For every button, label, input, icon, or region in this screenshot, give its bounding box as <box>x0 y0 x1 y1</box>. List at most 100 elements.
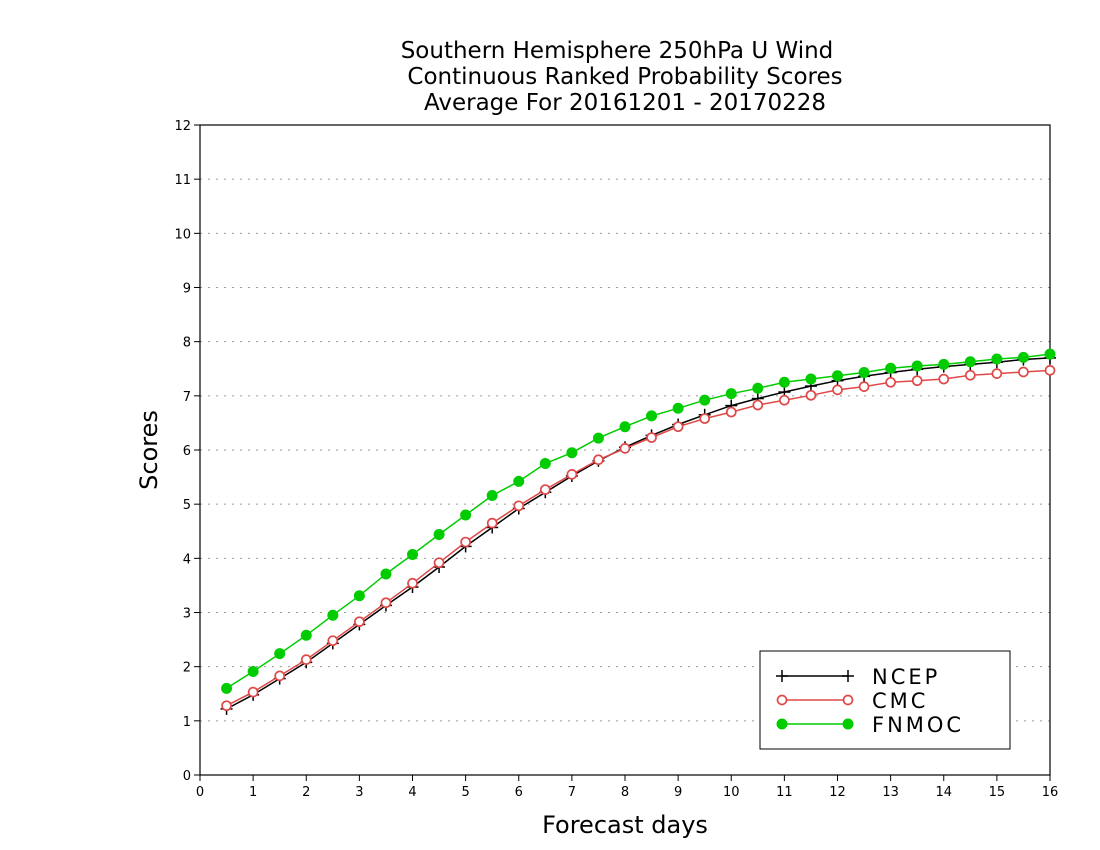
data-point <box>991 368 1003 379</box>
data-point <box>566 447 578 459</box>
data-point <box>513 475 525 487</box>
legend-item: CMC <box>776 689 928 713</box>
series-fnmoc <box>221 348 1056 694</box>
y-tick-label: 4 <box>183 552 191 567</box>
data-point <box>353 590 365 602</box>
data-point <box>592 432 604 444</box>
data-point <box>1017 351 1029 363</box>
data-point <box>778 376 790 388</box>
series-layer <box>220 348 1056 715</box>
data-point <box>938 373 950 385</box>
data-point <box>274 670 286 682</box>
x-tick-label: 1 <box>249 785 257 800</box>
data-point <box>566 469 578 480</box>
y-tick-label: 8 <box>183 336 191 351</box>
data-point <box>858 381 870 392</box>
data-point <box>776 670 788 682</box>
data-point <box>646 410 658 422</box>
x-tick-label: 12 <box>829 785 846 800</box>
data-point <box>842 718 854 730</box>
title-line-3: Average For 20161201 - 20170228 <box>424 90 826 116</box>
data-point <box>858 367 870 379</box>
data-point <box>327 635 339 647</box>
legend-label: NCEP <box>872 665 940 689</box>
x-tick-label: 9 <box>674 785 682 800</box>
data-point <box>593 454 604 466</box>
data-point <box>964 369 976 381</box>
data-point <box>805 373 817 385</box>
x-tick-label: 8 <box>621 785 629 800</box>
data-point <box>832 370 843 382</box>
legend-label: CMC <box>872 689 928 713</box>
series-line <box>226 353 1051 689</box>
data-point <box>991 353 1003 365</box>
data-point <box>1044 365 1056 376</box>
data-point <box>539 484 551 495</box>
y-tick-label: 5 <box>183 498 191 513</box>
data-point <box>911 360 923 372</box>
data-point <box>699 394 711 406</box>
data-point <box>672 421 684 433</box>
y-tick-label: 6 <box>183 444 191 459</box>
x-tick-label: 15 <box>989 785 1006 800</box>
legend-item: NCEP <box>776 665 940 689</box>
y-tick-label: 2 <box>183 661 191 676</box>
data-point <box>539 458 551 470</box>
data-point <box>1044 348 1056 360</box>
data-point <box>221 682 233 694</box>
data-point <box>776 718 788 730</box>
data-point <box>486 517 498 529</box>
data-point <box>513 500 525 512</box>
data-point <box>1018 366 1029 378</box>
data-point <box>725 406 737 418</box>
data-point <box>247 666 259 678</box>
y-tick-label: 10 <box>174 227 191 242</box>
data-point <box>842 670 854 682</box>
data-point <box>779 394 790 406</box>
data-point <box>327 609 339 621</box>
data-point <box>433 529 445 540</box>
y-tick-label: 3 <box>183 607 191 622</box>
x-tick-label: 14 <box>935 785 952 800</box>
data-point <box>885 376 896 388</box>
title-line-2: Continuous Ranked Probability Scores <box>407 64 842 90</box>
legend-item: FNMOC <box>776 713 961 737</box>
chart-title: Southern Hemisphere 250hPa U Wind Contin… <box>401 38 843 116</box>
data-point <box>885 362 897 374</box>
x-tick-label: 11 <box>776 785 793 800</box>
x-tick-label: 0 <box>196 785 204 800</box>
data-point <box>752 399 764 411</box>
data-point <box>646 432 657 443</box>
x-tick-label: 13 <box>882 785 899 800</box>
y-tick-label: 7 <box>183 390 191 405</box>
y-axis-label: Scores <box>135 410 163 490</box>
data-point <box>354 616 365 628</box>
x-tick-label: 2 <box>302 785 310 800</box>
data-point <box>407 577 418 589</box>
data-point <box>964 356 976 368</box>
data-point <box>433 557 445 569</box>
data-point <box>842 694 854 706</box>
x-tick-label: 3 <box>355 785 363 800</box>
data-point <box>805 389 817 401</box>
x-tick-label: 6 <box>515 785 523 800</box>
data-point <box>776 694 788 706</box>
data-point <box>407 549 418 561</box>
y-tick-label: 12 <box>174 119 191 134</box>
y-tick-label: 0 <box>183 769 191 784</box>
data-point <box>300 629 312 641</box>
data-point <box>300 654 312 665</box>
data-point <box>832 384 843 396</box>
data-point <box>460 536 471 548</box>
data-point <box>274 648 286 660</box>
title-line-1: Southern Hemisphere 250hPa U Wind <box>401 38 834 64</box>
data-point <box>911 375 923 387</box>
y-tick-label: 1 <box>183 715 191 730</box>
data-point <box>672 402 684 414</box>
data-point <box>380 597 392 609</box>
x-tick-label: 4 <box>408 785 416 800</box>
data-point <box>699 413 711 424</box>
